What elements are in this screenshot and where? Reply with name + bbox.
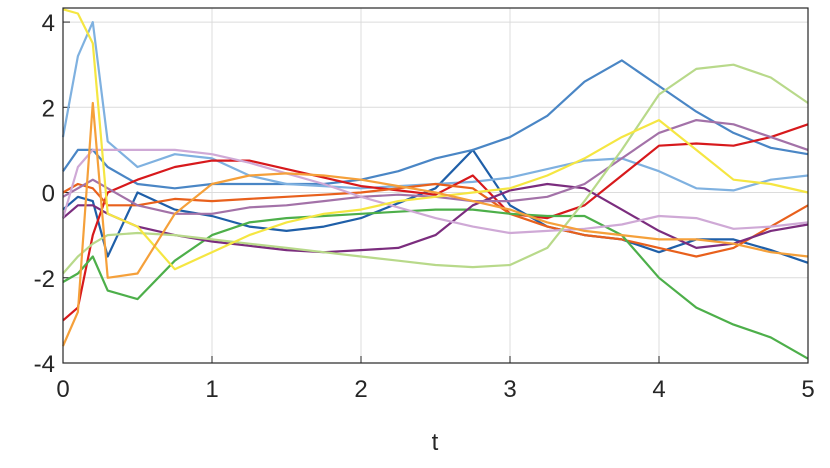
plot-frame [62, 7, 809, 364]
data-line [61, 21, 809, 192]
y-tick-label: -4 [34, 351, 55, 378]
x-axis-label: t [432, 429, 439, 456]
x-tick-label: 2 [354, 376, 367, 403]
y-tick-label: -2 [34, 266, 55, 293]
data-line [62, 148, 809, 264]
y-tick-label: 4 [42, 10, 55, 37]
data-line [62, 182, 809, 258]
x-tick-label: 5 [801, 376, 814, 403]
data-line [62, 208, 809, 360]
data-line [62, 8, 809, 271]
y-tick-label: 2 [42, 95, 55, 122]
data-line [62, 59, 809, 190]
x-tick-label: 4 [652, 376, 665, 403]
x-tick-label: 3 [503, 376, 516, 403]
data-line [61, 148, 809, 235]
x-tick-label: 1 [205, 376, 218, 403]
y-tick-label: 0 [42, 181, 55, 208]
data-line [62, 123, 809, 322]
data-line [61, 101, 809, 347]
data-line [62, 63, 809, 275]
x-tick-label: 0 [56, 376, 69, 403]
